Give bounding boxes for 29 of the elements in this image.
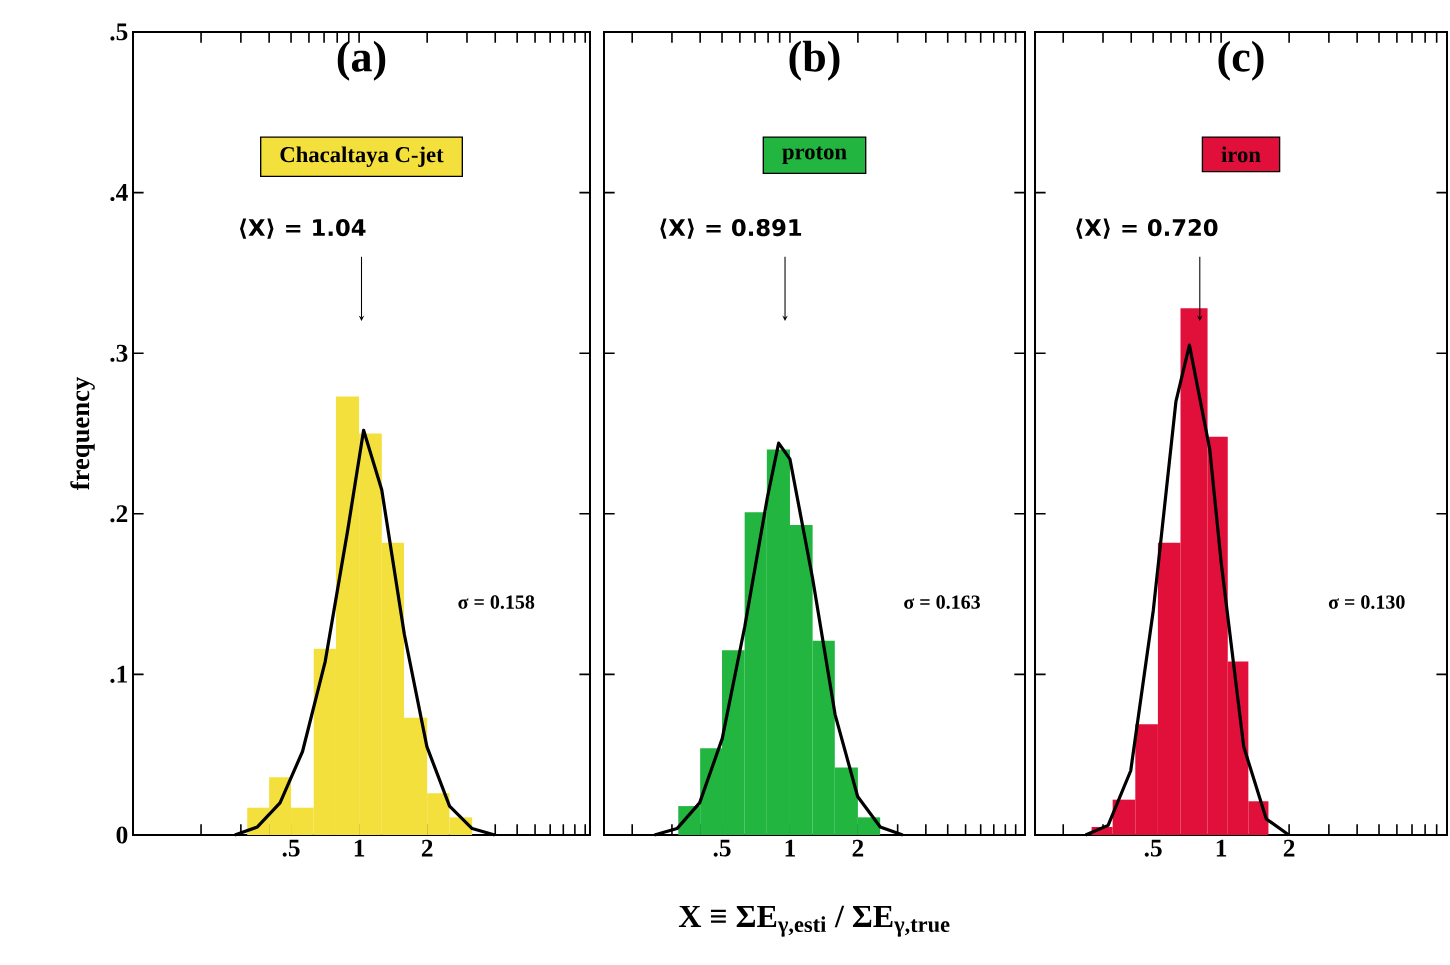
- annotation: σ = 0.158: [458, 595, 535, 609]
- y-tick-label: .3: [110, 344, 128, 362]
- x-tick-label: 1: [354, 839, 365, 857]
- y-tick-label: .2: [110, 505, 128, 523]
- chart-title: (b): [789, 40, 840, 81]
- y-axis-title: frequency: [70, 376, 95, 491]
- x-tick-label: 2: [852, 839, 864, 857]
- annotation: ⟨X⟩ = 1.04: [240, 218, 366, 239]
- x-tick-label: .5: [282, 839, 300, 857]
- x-tick-label: 2: [1283, 839, 1295, 857]
- y-tick-label: .4: [110, 184, 128, 202]
- x-tick-label: .5: [713, 839, 731, 857]
- x-tick-label: 2: [421, 839, 433, 857]
- x-tick-label: .5: [1144, 839, 1162, 857]
- y-tick-label: .5: [110, 23, 128, 41]
- annotation: σ = 0.130: [1328, 595, 1405, 609]
- text: iron: [1221, 146, 1261, 163]
- chart-title: (c): [1218, 40, 1264, 81]
- x-axis-title: X ≡ ΣE$_{γ,esti}$ / ΣE$_{γ,true}$: [678, 905, 950, 937]
- y-tick-label: 0: [116, 826, 128, 844]
- annotation: σ = 0.163: [904, 595, 980, 609]
- x-tick-label: 1: [785, 839, 795, 857]
- chart-title: (a): [337, 40, 386, 81]
- annotation: ⟨X⟩ = 0.891: [660, 218, 802, 239]
- text: Chacaltaya C-jet: [280, 146, 444, 168]
- annotation: ⟨X⟩ = 0.720: [1076, 218, 1218, 239]
- x-tick-label: 1: [1216, 839, 1227, 857]
- y-tick-label: .1: [110, 665, 127, 683]
- text: proton: [782, 146, 847, 164]
